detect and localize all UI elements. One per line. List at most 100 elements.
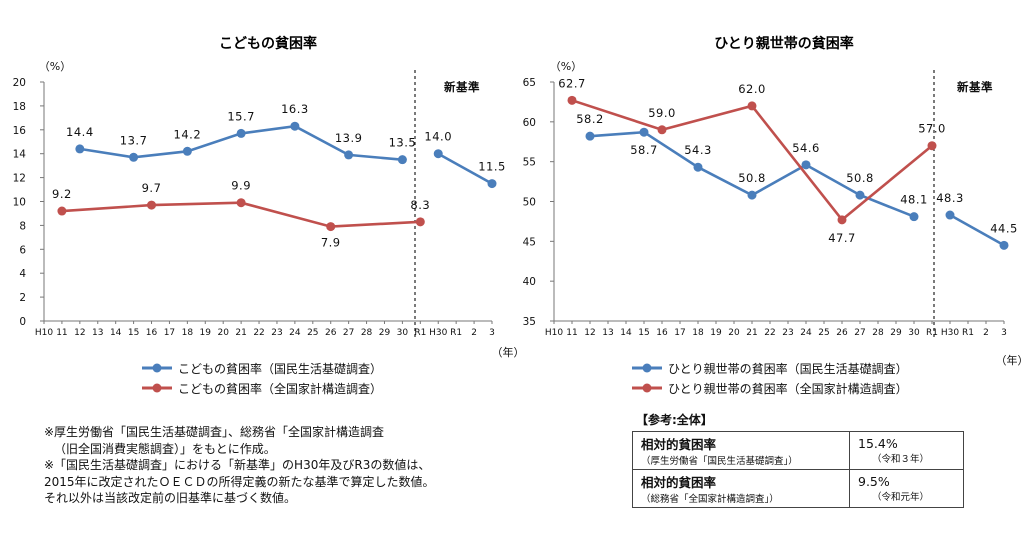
- x-tick-label: 2: [983, 328, 989, 338]
- x-tick-label: 12: [584, 328, 595, 338]
- x-tick-label: 20: [217, 328, 229, 338]
- reference-value-cell: 15.4% （令和３年）: [849, 431, 964, 470]
- legend-marker-right-red: [632, 383, 662, 393]
- data-point: [57, 206, 67, 216]
- reference-label-cell: 相対的貧困率 （総務省「全国家計構造調査」）: [632, 469, 850, 508]
- x-tick-label: 18: [692, 328, 704, 338]
- x-tick-label: 20: [728, 328, 740, 338]
- x-axis-unit: （年）: [996, 353, 1024, 367]
- reference-value: 9.5%: [858, 474, 890, 489]
- x-tick-label: 27: [854, 328, 865, 338]
- y-axis-unit: （%）: [550, 60, 582, 73]
- y-tick-label: 65: [523, 77, 536, 89]
- legend-label: ひとり親世帯の貧困率（国民生活基礎調査）: [668, 361, 908, 376]
- data-point: [837, 215, 847, 225]
- data-point: [693, 162, 703, 172]
- legend-item-left-red: こどもの貧困率（全国家計構造調査）: [140, 378, 382, 398]
- data-label: 57.0: [918, 122, 946, 136]
- data-point: [639, 127, 649, 137]
- data-point: [236, 198, 246, 208]
- data-label: 62.0: [738, 82, 766, 96]
- legend-marker-left-blue: [142, 363, 172, 373]
- series-line-blue-new: [949, 213, 1005, 247]
- data-label: 16.3: [281, 102, 309, 116]
- data-point: [415, 217, 425, 227]
- y-tick-label: 45: [523, 236, 536, 248]
- x-tick-label: 17: [674, 328, 685, 338]
- data-label: 13.9: [335, 131, 363, 145]
- x-axis-unit: （年）: [492, 345, 525, 359]
- data-point: [657, 125, 667, 135]
- data-point: [182, 146, 192, 156]
- x-tick-label: 19: [710, 328, 722, 338]
- x-tick-label: 2: [471, 328, 477, 338]
- note-line: 2015年に改定されたＯＥＣＤの所得定義の新たな基準で算定した数値。: [44, 474, 435, 489]
- x-tick-label: 30: [397, 328, 409, 338]
- data-point: [397, 155, 407, 165]
- x-tick-label: 3: [1001, 328, 1007, 338]
- reference-heading: 【参考:全体】: [636, 413, 713, 427]
- x-tick-label: 12: [74, 328, 85, 338]
- x-tick-label: R1: [962, 328, 974, 338]
- x-tick-label: H10: [35, 328, 53, 338]
- x-tick-label: 28: [361, 328, 373, 338]
- y-tick-label: 18: [13, 101, 26, 113]
- y-tick-label: 8: [19, 220, 26, 232]
- data-label: 9.2: [52, 187, 72, 201]
- table-row: 相対的貧困率 （総務省「全国家計構造調査」） 9.5% （令和元年）: [632, 469, 964, 508]
- table-row: 相対的貧困率 （厚生労働省「国民生活基礎調査」） 15.4% （令和３年）: [632, 431, 964, 470]
- x-tick-label: 25: [818, 328, 829, 338]
- data-label: 14.2: [174, 127, 202, 141]
- x-tick-label: 11: [56, 328, 67, 338]
- x-tick-label: 15: [638, 328, 649, 338]
- y-tick-label: 16: [13, 125, 27, 137]
- data-label: 50.8: [738, 171, 766, 185]
- reference-value-cell: 9.5% （令和元年）: [849, 469, 964, 508]
- data-point: [147, 200, 157, 210]
- data-point: [236, 128, 246, 138]
- reference-year: （令和元年）: [872, 492, 930, 503]
- data-point: [747, 190, 757, 200]
- x-tick-label: H10: [545, 328, 563, 338]
- y-tick-label: 40: [523, 276, 536, 288]
- data-point: [433, 149, 443, 159]
- data-label: 9.7: [142, 181, 162, 195]
- x-tick-label: 21: [746, 328, 757, 338]
- note-line: （旧全国消費実態調査）」をもとに作成。: [54, 441, 276, 456]
- legend-marker-right-blue: [632, 363, 662, 373]
- y-tick-label: 0: [19, 316, 26, 328]
- data-label: 54.3: [684, 143, 712, 157]
- y-tick-label: 12: [13, 173, 26, 185]
- data-label: 58.7: [630, 143, 658, 157]
- x-tick-label: 25: [307, 328, 318, 338]
- data-point: [855, 190, 865, 200]
- chart-title: ひとり親世帯の貧困率: [714, 35, 854, 52]
- new-standard-label: 新基準: [957, 80, 993, 94]
- y-tick-label: 14: [13, 149, 27, 161]
- x-tick-label: 24: [289, 328, 301, 338]
- data-label: 58.2: [576, 112, 604, 126]
- legend-item-left-blue: こどもの貧困率（国民生活基礎調査）: [140, 358, 382, 378]
- data-label: 7.9: [321, 236, 341, 250]
- x-tick-label: 3: [489, 328, 495, 338]
- data-label: 8.3: [410, 198, 430, 212]
- reference-source: （厚生労働省「国民生活基礎調査」）: [641, 456, 798, 467]
- reference-label-cell: 相対的貧困率 （厚生労働省「国民生活基礎調査」）: [632, 431, 850, 470]
- x-tick-label: 27: [343, 328, 354, 338]
- new-standard-label: 新基準: [444, 80, 480, 94]
- data-label: 15.7: [227, 109, 255, 123]
- y-tick-label: 50: [523, 197, 536, 209]
- x-tick-label: R1: [450, 328, 462, 338]
- x-tick-label: 24: [800, 328, 812, 338]
- x-tick-label: 14: [110, 328, 122, 338]
- x-tick-label: 17: [164, 328, 175, 338]
- x-tick-label: 26: [836, 328, 848, 338]
- y-tick-label: 60: [523, 117, 536, 129]
- x-tick-label: R1: [926, 328, 938, 338]
- data-label: 50.8: [846, 171, 874, 185]
- legend-label: ひとり親世帯の貧困率（全国家計構造調査）: [668, 381, 908, 396]
- y-tick-label: 35: [523, 316, 536, 328]
- y-tick-label: 6: [19, 244, 26, 256]
- legend-marker-left-red: [142, 383, 172, 393]
